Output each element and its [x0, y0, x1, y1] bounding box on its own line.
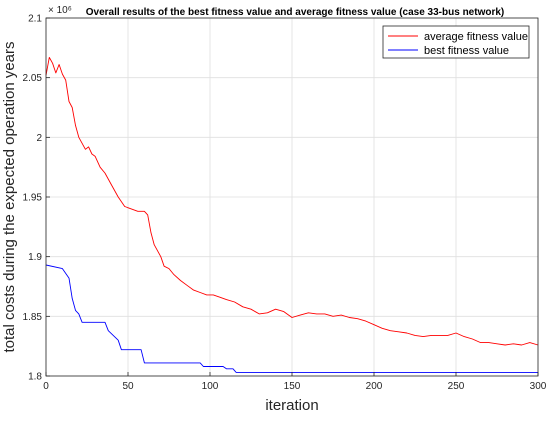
y-tick-label: 2	[36, 133, 42, 144]
x-tick-label: 50	[122, 381, 134, 392]
series-line-average-fitness	[45, 56, 539, 346]
y-axis-title: total costs during the expected operatio…	[1, 41, 18, 352]
x-tick-label: 200	[366, 381, 383, 392]
chart-title: Overall results of the best fitness valu…	[86, 7, 505, 18]
y-tick-label: 2.1	[28, 14, 42, 25]
x-axis: 0 50 100 150 200 250 300	[43, 372, 547, 392]
y-multiplier-label: × 10⁶	[48, 5, 72, 16]
x-tick-label: 0	[43, 381, 49, 392]
legend: average fitness value best fitness value	[382, 25, 530, 59]
y-tick-label: 1.9	[28, 252, 42, 263]
x-tick-label: 100	[202, 381, 219, 392]
y-tick-label: 2.05	[23, 73, 43, 84]
legend-box	[382, 25, 530, 59]
x-axis-title: iteration	[265, 397, 318, 414]
series-line-best-fitness	[45, 264, 538, 373]
y-tick-label: 1.95	[23, 193, 43, 204]
series-layer	[45, 56, 539, 373]
x-tick-label: 250	[448, 381, 465, 392]
plot-area	[45, 17, 539, 377]
y-tick-label: 1.85	[23, 312, 43, 323]
x-tick-label: 300	[530, 381, 547, 392]
legend-label-best: best fitness value	[424, 45, 509, 57]
y-axis: 1.8 1.85 1.9 1.95 2 2.05 2.1	[23, 14, 50, 383]
x-tick-label: 150	[284, 381, 301, 392]
y-tick-label: 1.8	[28, 372, 42, 383]
legend-label-average: average fitness value	[424, 31, 528, 43]
